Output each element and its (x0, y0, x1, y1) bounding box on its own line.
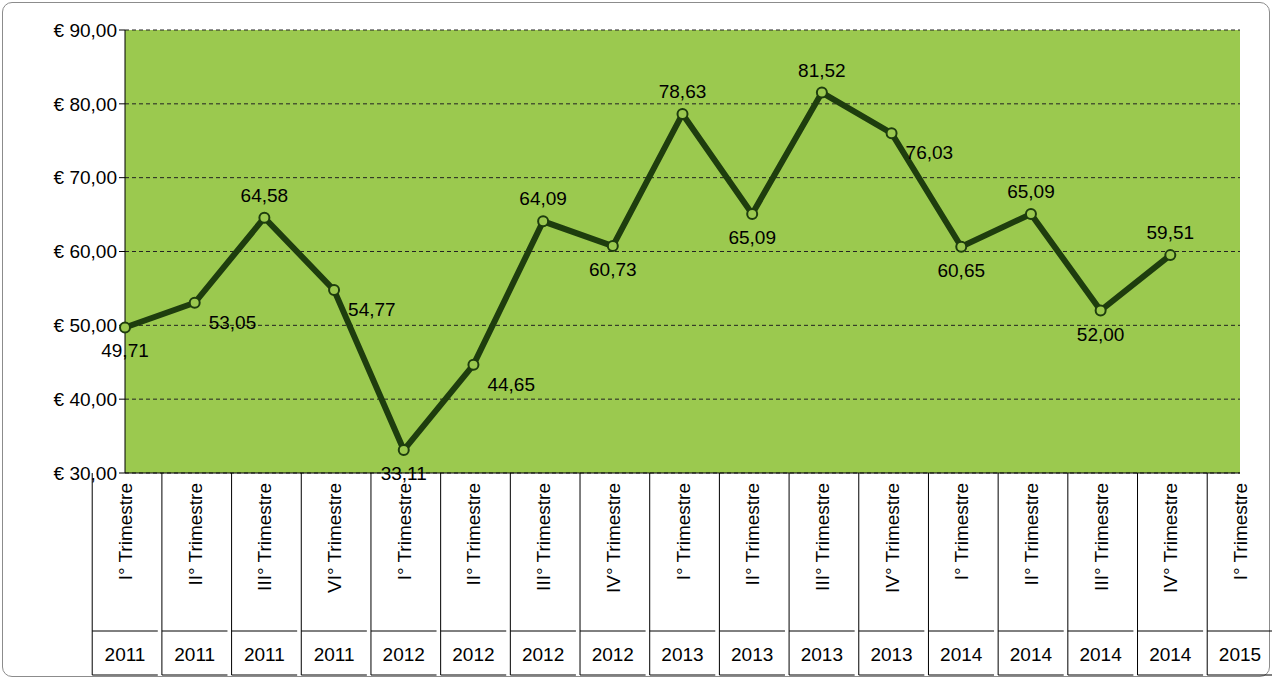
svg-text:I° Trimestre: I° Trimestre (951, 483, 972, 580)
svg-text:2014: 2014 (1010, 644, 1053, 665)
svg-text:76,03: 76,03 (906, 142, 954, 163)
svg-text:IV° Trimestre: IV° Trimestre (882, 483, 903, 593)
svg-text:60,73: 60,73 (589, 259, 637, 280)
svg-text:2011: 2011 (105, 644, 146, 665)
svg-text:2013: 2013 (731, 644, 773, 665)
svg-text:44,65: 44,65 (487, 374, 535, 395)
svg-text:2015: 2015 (1219, 644, 1261, 665)
svg-text:II° Trimestre: II° Trimestre (185, 483, 206, 586)
svg-text:33,11: 33,11 (381, 463, 427, 484)
svg-text:2013: 2013 (801, 644, 843, 665)
svg-text:I° Trimestre: I° Trimestre (673, 483, 694, 580)
svg-text:2014: 2014 (940, 644, 983, 665)
svg-text:€ 90,00: € 90,00 (54, 20, 117, 41)
svg-text:VI° Trimestre: VI° Trimestre (324, 483, 345, 593)
svg-text:€ 70,00: € 70,00 (54, 167, 117, 188)
svg-text:2013: 2013 (870, 644, 912, 665)
svg-text:2011: 2011 (174, 644, 215, 665)
svg-text:I° Trimestre: I° Trimestre (115, 483, 136, 580)
svg-text:65,09: 65,09 (1007, 181, 1055, 202)
svg-text:65,09: 65,09 (728, 227, 776, 248)
svg-text:53,05: 53,05 (209, 312, 257, 333)
svg-text:II° Trimestre: II° Trimestre (463, 483, 484, 586)
svg-text:€ 80,00: € 80,00 (54, 94, 117, 115)
svg-text:81,52: 81,52 (798, 60, 846, 81)
svg-text:49,71: 49,71 (101, 340, 149, 361)
svg-text:2012: 2012 (592, 644, 634, 665)
svg-text:I° Trimestre: I° Trimestre (394, 483, 415, 580)
svg-text:64,58: 64,58 (241, 185, 289, 206)
svg-text:2014: 2014 (1149, 644, 1192, 665)
svg-text:III° Trimestre: III° Trimestre (1091, 483, 1112, 591)
svg-text:€ 30,00: € 30,00 (54, 463, 117, 484)
svg-text:54,77: 54,77 (348, 299, 396, 320)
svg-text:II° Trimestre: II° Trimestre (742, 483, 763, 586)
svg-text:III° Trimestre: III° Trimestre (254, 483, 275, 591)
svg-text:€ 40,00: € 40,00 (54, 389, 117, 410)
svg-text:78,63: 78,63 (659, 81, 707, 102)
svg-text:2012: 2012 (383, 644, 425, 665)
svg-text:59,51: 59,51 (1147, 222, 1195, 243)
svg-text:IV° Trimestre: IV° Trimestre (603, 483, 624, 593)
svg-text:IV° Trimestre: IV° Trimestre (1160, 483, 1181, 593)
svg-text:2012: 2012 (522, 644, 564, 665)
svg-text:€ 60,00: € 60,00 (54, 241, 117, 262)
svg-text:€ 50,00: € 50,00 (54, 315, 117, 336)
svg-text:2013: 2013 (661, 644, 703, 665)
svg-text:2011: 2011 (244, 644, 285, 665)
svg-text:52,00: 52,00 (1077, 324, 1125, 345)
svg-text:2014: 2014 (1079, 644, 1122, 665)
svg-text:III° Trimestre: III° Trimestre (812, 483, 833, 591)
svg-text:2012: 2012 (452, 644, 494, 665)
svg-text:II° Trimestre: II° Trimestre (1021, 483, 1042, 586)
svg-text:I° Trimestre: I° Trimestre (1230, 483, 1251, 580)
svg-text:2011: 2011 (314, 644, 355, 665)
svg-text:III° Trimestre: III° Trimestre (533, 483, 554, 591)
svg-text:64,09: 64,09 (519, 188, 567, 209)
svg-text:60,65: 60,65 (937, 260, 985, 281)
